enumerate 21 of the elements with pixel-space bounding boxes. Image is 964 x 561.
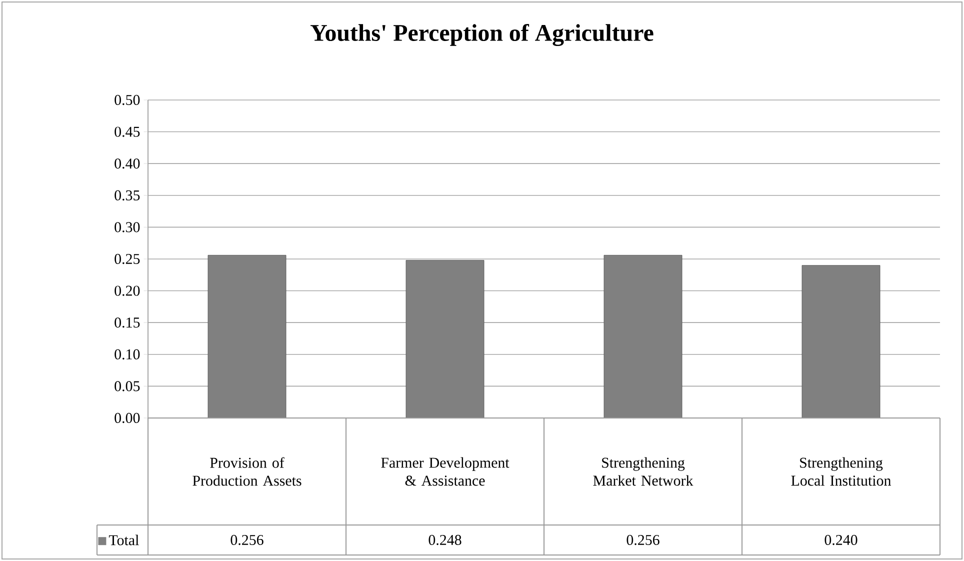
y-tick-label: 0.25 [114, 254, 140, 264]
y-tick-label: 0.30 [114, 222, 140, 232]
x-tick-label: Farmer Development & Assistance [381, 457, 510, 486]
text: 0.248 [428, 534, 462, 546]
y-tick-label: 0.50 [114, 94, 140, 106]
x-tick-label: Strengthening Market Network [593, 457, 694, 486]
y-tick-label: 0.15 [114, 318, 140, 328]
legend-label: Total [108, 534, 139, 546]
y-tick-label: 0.05 [114, 381, 140, 392]
y-tick-label: 0.20 [114, 286, 140, 296]
y-tick-label: 0.00 [114, 412, 140, 424]
text: 0.256 [230, 534, 264, 546]
chart-title: Youths' Perception of Agriculture [310, 24, 654, 46]
text: 0.256 [626, 534, 660, 546]
text: 0.240 [824, 534, 858, 546]
y-tick-label: 0.45 [114, 126, 140, 137]
y-tick-label: 0.40 [114, 158, 140, 169]
y-tick-label: 0.10 [114, 349, 140, 360]
x-tick-label: Strengthening Local Institution [791, 457, 892, 486]
x-tick-label: Provision of Production Assets [192, 457, 302, 486]
y-tick-label: 0.35 [114, 190, 140, 200]
